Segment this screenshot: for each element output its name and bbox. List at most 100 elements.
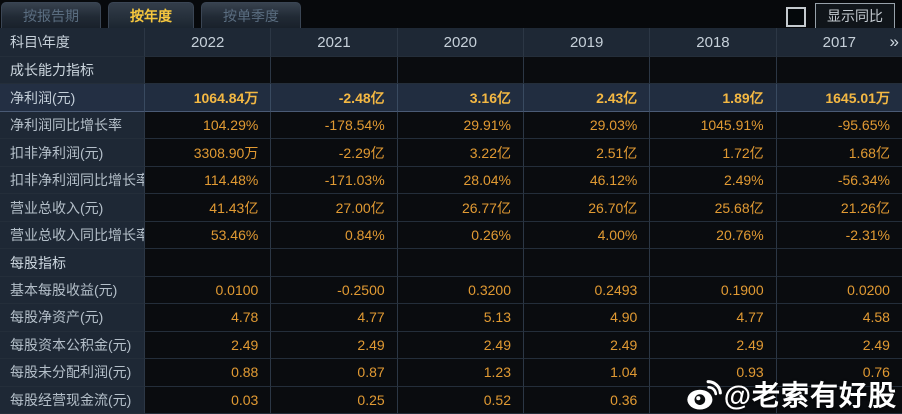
value-cell: 2.49 [776, 331, 902, 360]
value-cell: 0.3200 [397, 276, 524, 305]
value-cell [523, 57, 651, 85]
table-header-row: 科目\年度 2022 2021 2020 2019 2018 2017 » [0, 28, 902, 57]
table-row: 营业总收入同比增长率 53.46% 0.84% 0.26% 4.00% 20.76% -2.… [0, 221, 902, 250]
row-label: 基本每股收益(元) [0, 276, 145, 305]
more-years-icon[interactable]: » [889, 32, 900, 51]
value-cell: 3308.90万 [145, 139, 272, 167]
value-cell: 41.43亿 [145, 194, 272, 222]
value-cell: -95.65% [776, 111, 902, 140]
value-cell: 26.70亿 [523, 194, 651, 222]
table-row: 扣非净利润(元) 3308.90万 -2.29亿 3.22亿 2.51亿 1.72亿 1.6… [0, 139, 902, 167]
tab-by-year[interactable]: 按年度 [108, 2, 194, 28]
value-cell: 1.23 [397, 359, 524, 387]
value-cell: 4.78 [145, 304, 272, 332]
value-cell: 3.22亿 [397, 139, 524, 167]
value-cell: 1.68亿 [776, 139, 902, 167]
value-cell: 0.25 [271, 386, 398, 414]
year-header-label: 2017 [822, 33, 856, 51]
data-table: 科目\年度 2022 2021 2020 2019 2018 2017 » 成长… [0, 28, 902, 414]
value-cell: 114.48% [145, 166, 272, 195]
value-cell: 2.49 [145, 331, 272, 360]
value-cell: -178.54% [271, 111, 398, 140]
value-cell [650, 249, 777, 277]
value-cell: 2.49% [650, 166, 777, 195]
value-cell: 0.76 [776, 359, 902, 387]
value-cell [145, 249, 272, 277]
value-cell: 0.0100 [145, 276, 272, 305]
value-cell: 2.49 [523, 331, 651, 360]
value-cell: 4.77 [271, 304, 398, 332]
tab-by-quarter[interactable]: 按单季度 [201, 2, 301, 28]
row-label: 净利润同比增长率 [0, 111, 145, 140]
value-cell: 1064.84万 [145, 84, 272, 112]
row-label: 每股指标 [0, 249, 145, 277]
value-cell [271, 57, 398, 85]
show-yoy-checkbox[interactable] [786, 6, 806, 27]
section-row: 成长能力指标 [0, 57, 902, 85]
yoy-controls: 显示同比 [786, 3, 895, 30]
value-cell: 26.77亿 [397, 194, 524, 222]
value-cell: 27.00亿 [271, 194, 398, 222]
value-cell: 2.49 [271, 331, 398, 360]
value-cell: -2.31% [776, 221, 902, 250]
value-cell: 46.12% [523, 166, 651, 195]
table-row: 扣非净利润同比增长率 114.48% -171.03% 28.04% 46.12% 2.4… [0, 166, 902, 195]
value-cell: -0.2500 [271, 276, 398, 305]
value-cell: 21.26亿 [776, 194, 902, 222]
value-cell: 29.91% [397, 111, 524, 140]
value-cell: 0.03 [145, 386, 272, 414]
value-cell: 2.49 [650, 331, 777, 360]
value-cell: 0.87 [271, 359, 398, 387]
value-cell [271, 249, 398, 277]
tab-bar: 按报告期 按年度 按单季度 显示同比 [0, 0, 902, 30]
row-label: 每股经营现金流(元) [0, 386, 145, 414]
value-cell [650, 386, 777, 414]
table-row: 每股资本公积金(元) 2.49 2.49 2.49 2.49 2.49 2.49 [0, 331, 902, 360]
value-cell: 0.88 [145, 359, 272, 387]
show-yoy-button[interactable]: 显示同比 [815, 3, 895, 30]
tab-by-report-period[interactable]: 按报告期 [1, 2, 101, 28]
value-cell: 3.16亿 [397, 84, 524, 112]
value-cell: -2.29亿 [271, 139, 398, 167]
value-cell: 1.04 [523, 359, 651, 387]
value-cell: 4.90 [523, 304, 651, 332]
year-header: 2021 [271, 28, 398, 57]
table-row: 基本每股收益(元) 0.0100 -0.2500 0.3200 0.2493 0.1900… [0, 276, 902, 305]
table-row: 每股经营现金流(元) 0.03 0.25 0.52 0.36 [0, 386, 902, 414]
value-cell: 0.84% [271, 221, 398, 250]
value-cell: -2.48亿 [271, 84, 398, 112]
year-header-last: 2017 » [776, 28, 902, 57]
table-row: 每股未分配利润(元) 0.88 0.87 1.23 1.04 0.93 0.76 [0, 359, 902, 387]
value-cell [776, 57, 902, 85]
table-body: 成长能力指标 净利润(元) 1064.84万 -2.48亿 3.16亿 2.43亿 1.89… [0, 57, 902, 414]
value-cell [523, 249, 651, 277]
value-cell: 2.43亿 [523, 84, 651, 112]
value-cell: 53.46% [145, 221, 272, 250]
value-cell: 0.2493 [523, 276, 651, 305]
value-cell [397, 249, 524, 277]
value-cell: 1645.01万 [776, 84, 902, 112]
table-row: 净利润同比增长率 104.29% -178.54% 29.91% 29.03% 1045.… [0, 111, 902, 140]
value-cell: 4.77 [650, 304, 777, 332]
value-cell: 0.26% [397, 221, 524, 250]
row-label: 扣非净利润同比增长率 [0, 166, 145, 195]
row-label: 营业总收入同比增长率 [0, 221, 145, 250]
value-cell: 0.93 [650, 359, 777, 387]
value-cell: 0.36 [523, 386, 651, 414]
value-cell: 4.00% [523, 221, 651, 250]
row-label: 扣非净利润(元) [0, 139, 145, 167]
corner-header: 科目\年度 [0, 28, 145, 57]
value-cell: 4.58 [776, 304, 902, 332]
value-cell: 0.52 [397, 386, 524, 414]
value-cell: 1.72亿 [650, 139, 777, 167]
value-cell [776, 249, 902, 277]
value-cell: 5.13 [397, 304, 524, 332]
value-cell: 25.68亿 [650, 194, 777, 222]
row-label: 每股未分配利润(元) [0, 359, 145, 387]
row-label: 净利润(元) [0, 84, 145, 112]
value-cell [776, 386, 902, 414]
value-cell: 28.04% [397, 166, 524, 195]
value-cell: 0.1900 [650, 276, 777, 305]
value-cell: 1.89亿 [650, 84, 777, 112]
